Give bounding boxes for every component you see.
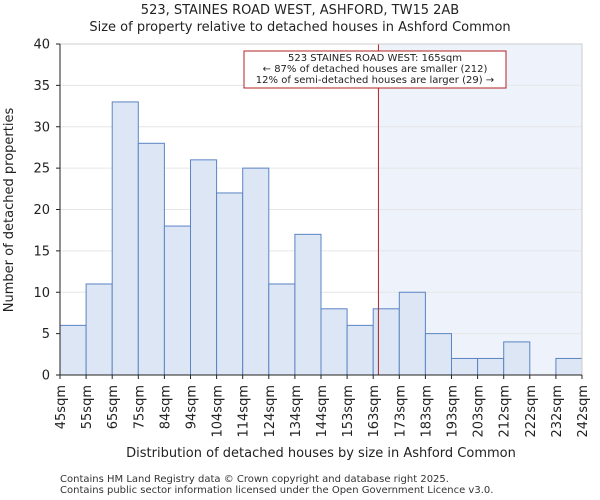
x-tick-label: 183sqm — [419, 385, 434, 438]
y-axis: 0 5 10 15 20 25 30 35 40 — [33, 38, 61, 384]
x-tick-label: 124sqm — [263, 385, 278, 438]
x-tick-label: 153sqm — [341, 385, 356, 438]
chart-subtitle: Size of property relative to detached ho… — [89, 20, 511, 35]
x-tick-label: 222sqm — [524, 385, 539, 438]
y-tick-label: 10 — [33, 286, 50, 301]
y-tick-label: 0 — [42, 369, 50, 384]
x-tick-label: 203sqm — [472, 385, 487, 438]
footer-licence: Contains public sector information licen… — [60, 485, 494, 496]
bars — [59, 101, 583, 376]
bar-75sqm — [137, 142, 165, 376]
y-tick-label: 40 — [33, 38, 50, 53]
annotation-line: 12% of semi-detached houses are larger (… — [256, 75, 494, 86]
y-tick-label: 20 — [33, 203, 50, 218]
x-tick-label: 84sqm — [158, 385, 173, 429]
x-tick-label: 55sqm — [80, 385, 95, 429]
x-tick-label: 242sqm — [576, 385, 591, 438]
chart-address-title: 523, STAINES ROAD WEST, ASHFORD, TW15 2A… — [140, 3, 460, 18]
x-tick-label: 144sqm — [315, 385, 330, 438]
bar-124sqm — [268, 283, 296, 376]
bar-193sqm — [451, 357, 479, 376]
bar-65sqm — [111, 101, 139, 376]
bar-45sqm — [59, 324, 87, 376]
x-tick-label: 163sqm — [367, 385, 382, 438]
bar-94sqm — [190, 159, 218, 376]
x-axis: 45sqm 55sqm 65sqm 75sqm 84sqm 94sqm 104sqm 114s… — [54, 374, 591, 438]
bar-183sqm — [424, 333, 452, 376]
y-tick-label: 35 — [33, 79, 50, 94]
bar-144sqm — [320, 308, 348, 376]
annotation-line: ← 87% of detached houses are smaller (21… — [263, 64, 488, 75]
annotation-line: 523 STAINES ROAD WEST: 165sqm — [288, 53, 462, 64]
annotation-box — [243, 50, 507, 89]
x-tick-label: 75sqm — [132, 385, 147, 429]
y-tick-label: 30 — [33, 120, 50, 135]
x-tick-label: 212sqm — [498, 385, 513, 438]
bar-104sqm — [216, 192, 244, 376]
x-tick-label: 114sqm — [237, 385, 252, 438]
y-tick-label: 25 — [33, 162, 50, 177]
bar-134sqm — [294, 233, 322, 376]
bar-212sqm — [503, 341, 531, 376]
bar-84sqm — [163, 225, 191, 376]
x-axis-label: Distribution of detached houses by size … — [126, 446, 516, 461]
bar-153sqm — [346, 324, 374, 376]
bar-232sqm — [555, 357, 583, 376]
x-tick-label: 65sqm — [106, 385, 121, 429]
annotation-text: 523 STAINES ROAD WEST: 165sqm← 87% of de… — [256, 53, 494, 86]
x-tick-label: 94sqm — [185, 385, 200, 429]
x-tick-label: 104sqm — [211, 385, 226, 438]
x-tick-label: 45sqm — [54, 385, 69, 429]
y-tick-label: 5 — [42, 327, 50, 342]
x-tick-label: 134sqm — [289, 385, 304, 438]
bar-114sqm — [242, 167, 270, 376]
y-tick-label: 15 — [33, 244, 50, 259]
bar-203sqm — [477, 357, 505, 376]
bar-173sqm — [398, 291, 426, 376]
x-tick-label: 193sqm — [446, 385, 461, 438]
y-axis-label: Number of detached properties — [2, 108, 17, 313]
footer-copyright: Contains HM Land Registry data © Crown c… — [60, 474, 449, 485]
bar-55sqm — [85, 283, 113, 376]
x-tick-label: 232sqm — [550, 385, 565, 438]
x-tick-label: 173sqm — [393, 385, 408, 438]
bar-163sqm — [372, 308, 400, 376]
